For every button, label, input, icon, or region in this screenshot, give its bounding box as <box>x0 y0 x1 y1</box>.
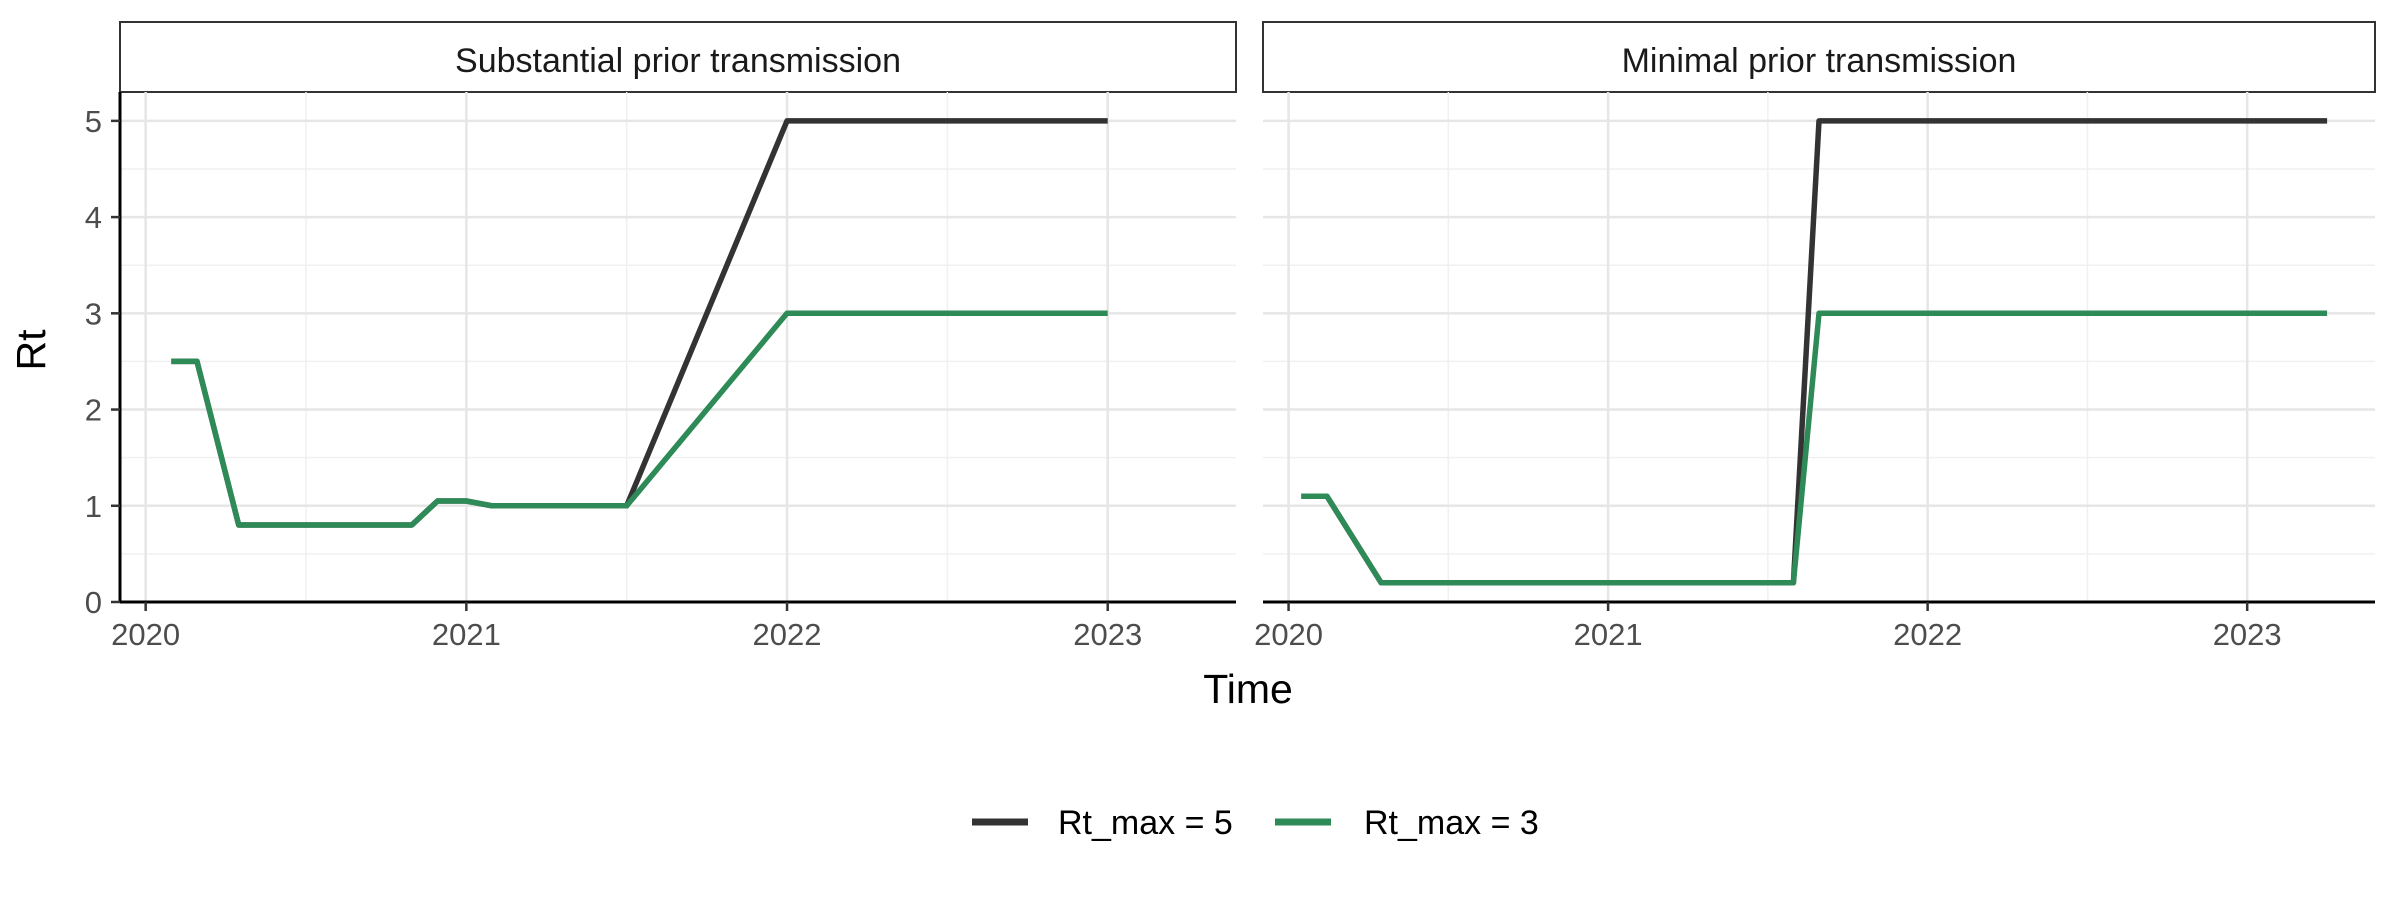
y-tick-label: 4 <box>85 200 102 235</box>
panels-group: Substantial prior transmission 0 1 2 3 4 5 2020… <box>85 21 2376 652</box>
legend-label-rt-max-5: Rt_max = 5 <box>1058 804 1233 842</box>
series-line-rt-max-3 <box>171 310 1108 528</box>
x-tick-label: 2020 <box>1254 617 1323 652</box>
panel-1: Substantial prior transmission 0 1 2 3 4 5 2020… <box>85 21 1237 652</box>
x-tick-label: 2020 <box>111 617 180 652</box>
y-tick-label: 1 <box>85 489 102 524</box>
y-axis-title: Rt <box>8 329 54 371</box>
y-tick-label: 5 <box>85 104 102 139</box>
legend-label-rt-max-3: Rt_max = 3 <box>1364 804 1539 842</box>
panel-title: Minimal prior transmission <box>1622 42 2017 80</box>
x-tick-label: 2022 <box>753 617 822 652</box>
x-tick-label: 2021 <box>432 617 501 652</box>
panel-2: Minimal prior transmission 2020 2021 2022 20… <box>1254 21 2376 652</box>
y-tick-label: 2 <box>85 393 102 428</box>
y-tick-label: 3 <box>85 296 102 331</box>
y-tick-label: 0 <box>85 585 102 620</box>
legend: Rt_max = 5 Rt_max = 3 <box>972 804 1539 842</box>
series-line-rt-max-5 <box>171 118 1108 528</box>
x-tick-label: 2023 <box>2213 617 2282 652</box>
x-tick-label: 2023 <box>1073 617 1142 652</box>
panel-title: Substantial prior transmission <box>455 42 901 80</box>
series-line-rt-max-3 <box>1301 310 2328 586</box>
x-axis-title: Time <box>1203 666 1293 712</box>
x-tick-label: 2021 <box>1574 617 1643 652</box>
x-tick-label: 2022 <box>1893 617 1962 652</box>
panel-strip <box>1262 21 2376 93</box>
panel-strip <box>119 21 1237 93</box>
